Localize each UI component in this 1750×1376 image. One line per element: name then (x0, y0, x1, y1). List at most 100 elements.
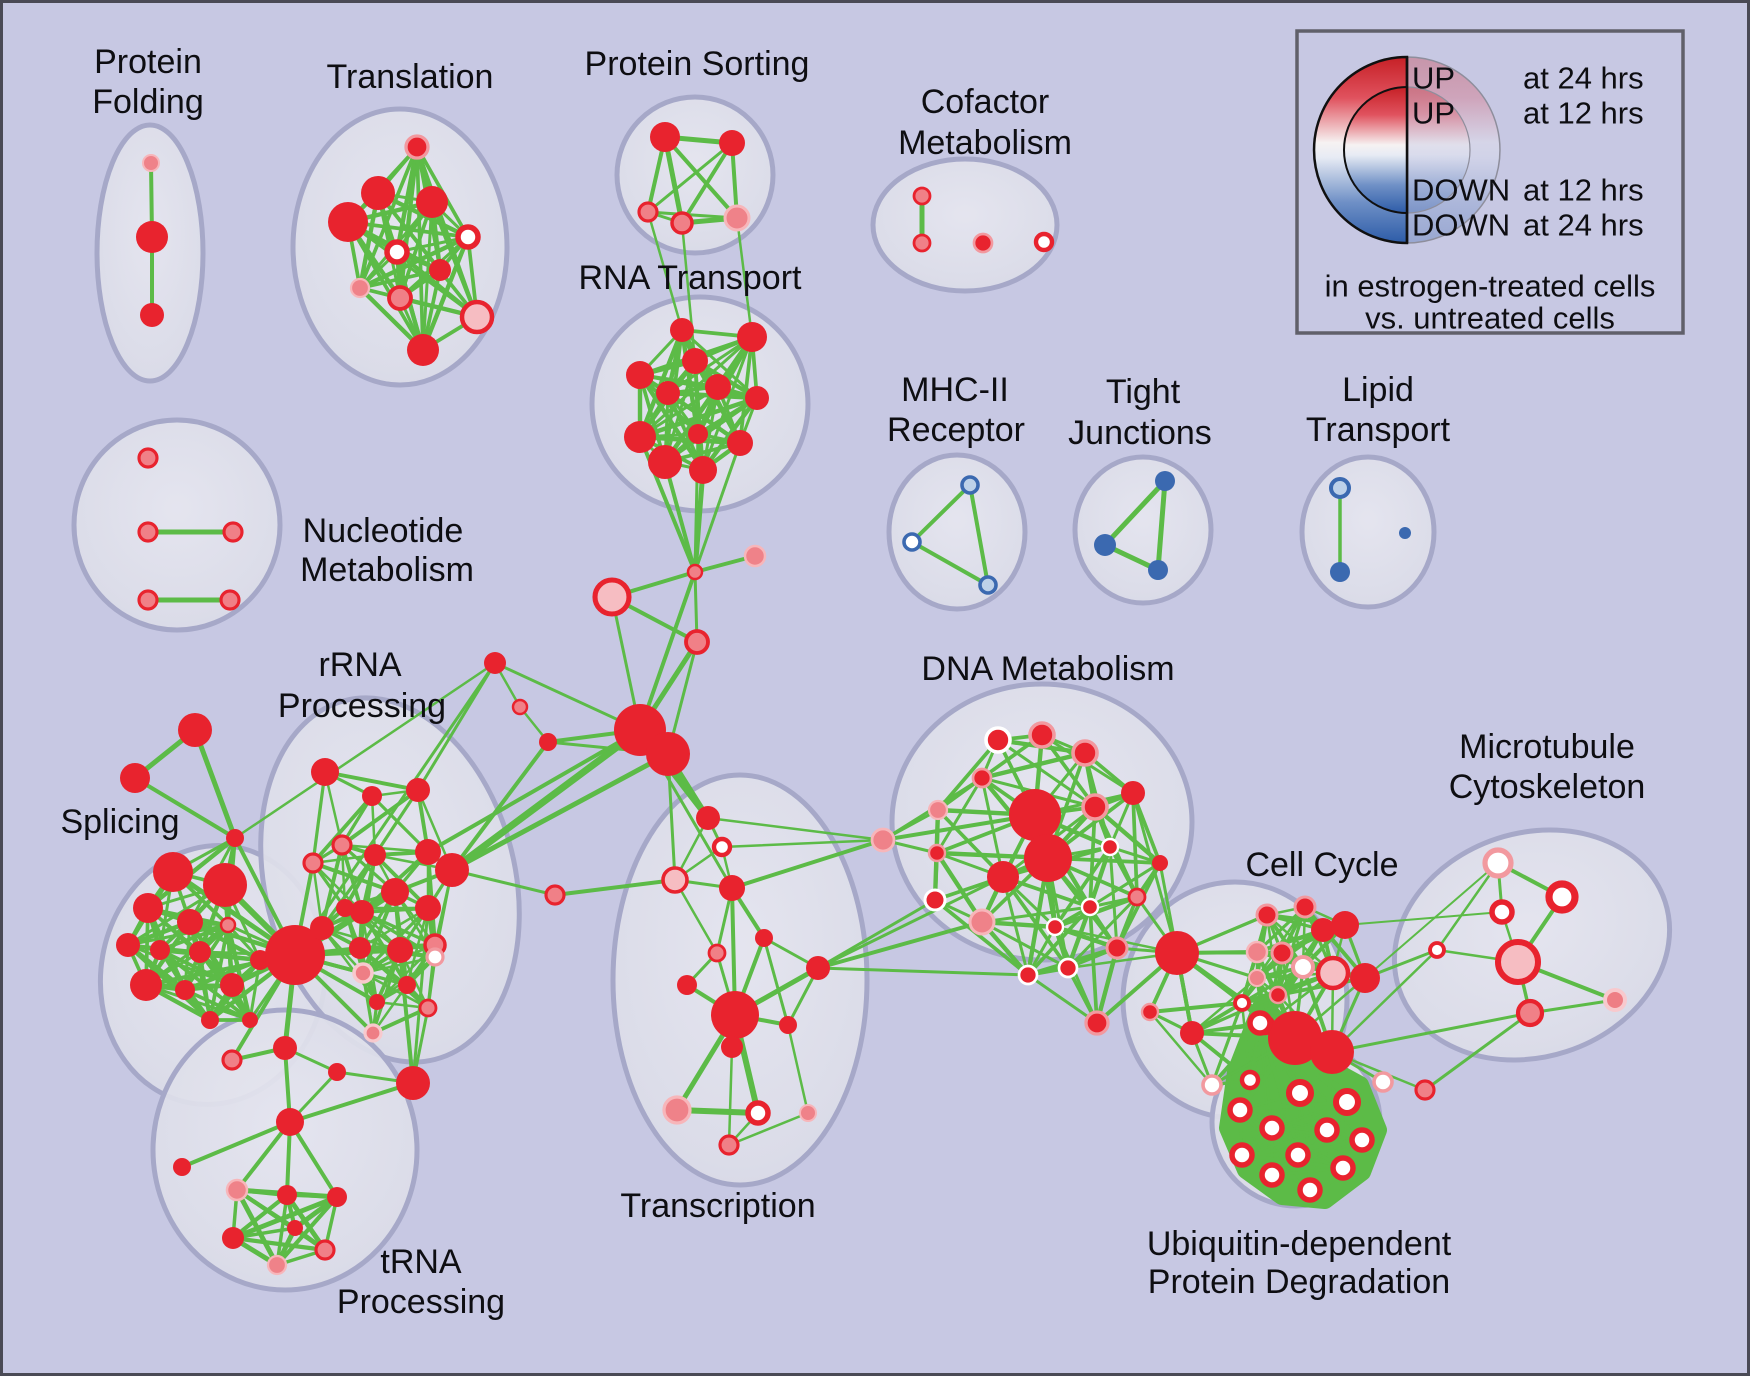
cluster-label: Tight (1106, 373, 1181, 411)
gene-node-n5 (219, 589, 241, 611)
legend-direction-label-0: UP (1412, 61, 1455, 96)
gene-node-tt13 (662, 1095, 692, 1125)
legend-time-label-2: at 12 hrs (1523, 173, 1644, 208)
cluster-label: Lipid (1342, 371, 1414, 409)
interaction-edge (1026, 905, 1092, 977)
cluster-label: Processing (278, 687, 446, 725)
interaction-edge (133, 776, 237, 840)
node-layer (116, 122, 1627, 1276)
gene-node-v5 (276, 1108, 304, 1136)
gene-node-p14 (242, 1012, 258, 1028)
gene-node-u8 (1229, 1142, 1255, 1168)
gene-node-c2 (743, 544, 767, 568)
gene-node-j1 (1155, 471, 1175, 491)
gene-node-d7 (1121, 781, 1145, 805)
gene-node-p13 (201, 1011, 219, 1029)
legend-inner-circle-faded-half (1406, 86, 1471, 214)
legend-direction-label-2: DOWN (1412, 173, 1510, 208)
gene-node-g1 (265, 925, 325, 985)
gene-node-k14 (1180, 1021, 1204, 1045)
cluster-label: Microtubule (1459, 728, 1635, 766)
cluster-label: Cell Cycle (1245, 846, 1398, 884)
gene-node-p5 (219, 916, 237, 934)
gene-node-c4 (684, 629, 710, 655)
interaction-edge (235, 1188, 297, 1230)
gene-node-r10 (727, 430, 753, 456)
interaction-edge (693, 432, 700, 574)
gene-node-n3 (222, 521, 244, 543)
gene-node-tt15 (799, 1104, 817, 1122)
cluster-label: Transcription (620, 1187, 815, 1225)
gene-node-p11 (220, 973, 244, 997)
interaction-edge (996, 738, 1097, 809)
gene-node-v8 (277, 1185, 297, 1205)
gene-node-b1 (484, 652, 506, 674)
gene-node-d9 (1100, 837, 1120, 857)
interaction-edge (1241, 1129, 1328, 1156)
interaction-edge (1026, 973, 1099, 1025)
gene-node-mt0 (1428, 941, 1446, 959)
interaction-edge (235, 1120, 292, 1192)
interaction-edge (274, 1194, 340, 1268)
gene-node-x1 (178, 713, 212, 747)
interaction-edge (979, 750, 1088, 781)
interaction-edge (1087, 844, 1113, 910)
cluster-label: Receptor (887, 411, 1025, 449)
interaction-edge (1088, 861, 1162, 909)
gene-node-d13 (968, 908, 996, 936)
gene-node-p2 (203, 863, 247, 907)
gene-node-a3 (406, 778, 430, 802)
gene-node-k2 (1293, 895, 1317, 919)
gene-node-d19 (1105, 936, 1129, 960)
gene-node-l2 (1330, 562, 1350, 582)
gene-node-dh3 (987, 861, 1019, 893)
interaction-edge (980, 776, 1005, 879)
gene-node-v7 (225, 1178, 249, 1202)
interaction-edge (910, 540, 990, 587)
interaction-edge (180, 1120, 292, 1169)
gene-node-k1 (1255, 903, 1279, 927)
gene-node-u12 (1297, 1177, 1323, 1203)
interaction-edge (360, 910, 437, 947)
interaction-edge (1088, 805, 1097, 909)
interaction-edge (340, 843, 430, 854)
interaction-edge (288, 1081, 415, 1124)
cluster-label: RNA Transport (579, 259, 803, 297)
legend: UP at 24 hrs UP at 12 hrs DOWN at 12 hrs DOWN a… (1295, 29, 1685, 336)
gene-node-d21 (806, 956, 830, 980)
gene-node-u1 (1247, 1010, 1273, 1036)
gene-node-tt3 (661, 866, 689, 894)
gene-node-u3 (1332, 1087, 1362, 1117)
interaction-edge (1155, 478, 1168, 573)
gene-node-x3 (226, 829, 244, 847)
cluster-label: Splicing (60, 803, 179, 841)
interaction-edge (493, 661, 642, 732)
gene-node-m1 (912, 186, 932, 206)
interaction-edge (1131, 791, 1179, 955)
interaction-edge (1040, 733, 1097, 809)
interaction-edge (735, 216, 754, 339)
interaction-edge (371, 983, 409, 1035)
gene-node-v10 (222, 1227, 244, 1249)
interaction-edge (429, 199, 480, 320)
interaction-edge (1148, 1001, 1244, 1014)
gene-node-v9 (327, 1187, 347, 1207)
gene-node-pb2 (1414, 1079, 1436, 1101)
interaction-edge (225, 922, 253, 1023)
gene-node-a4 (331, 834, 353, 856)
legend-note-line-1: vs. untreated cells (1365, 301, 1615, 336)
gene-node-d5 (927, 799, 949, 821)
interaction-edge (126, 923, 230, 947)
cluster-label: Processing (337, 1283, 505, 1321)
interaction-edge (701, 335, 754, 472)
gene-node-dh1 (1009, 789, 1061, 841)
gene-node-d12 (923, 888, 947, 912)
gene-node-v11 (314, 1239, 336, 1261)
interaction-edge (693, 441, 742, 574)
interaction-edge (398, 948, 415, 1085)
gene-node-q2 (902, 532, 922, 552)
gene-node-d11 (927, 843, 947, 863)
cluster-ellipse-cofactor-metabolism (870, 156, 1060, 294)
